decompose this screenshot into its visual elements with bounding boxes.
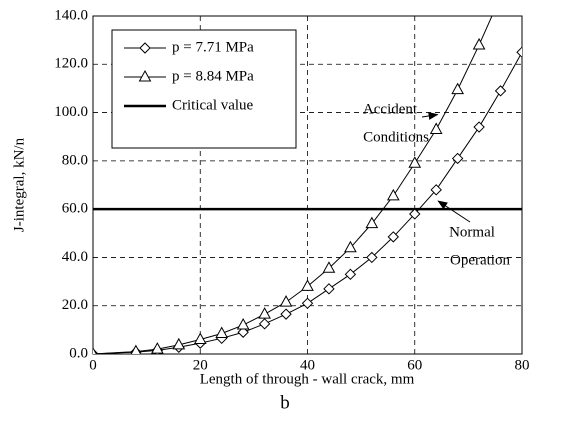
- x-axis-title: Length of through - wall crack, mm: [200, 371, 415, 387]
- plot-frame: [92, 15, 523, 355]
- legend-marker: [139, 42, 151, 54]
- point-marker: [322, 261, 336, 273]
- annotation: Normal: [449, 224, 495, 240]
- point-marker: [430, 184, 442, 196]
- point-marker: [386, 188, 400, 201]
- point-marker: [451, 152, 464, 165]
- point-marker: [366, 251, 378, 264]
- legend-label: p = 7.71 MPa: [172, 39, 254, 55]
- point-marker: [215, 326, 229, 338]
- point-marker: [301, 297, 314, 310]
- x-tick-label: 80: [515, 357, 530, 373]
- point-marker: [258, 318, 271, 330]
- annotation: Operation: [450, 252, 510, 268]
- point-marker: [172, 337, 186, 350]
- point-marker: [408, 156, 422, 168]
- point-marker: [93, 346, 97, 354]
- annotation-arrow: [421, 112, 439, 120]
- point-marker: [301, 279, 314, 291]
- y-tick-label: 80.0: [62, 152, 88, 168]
- point-marker: [365, 216, 379, 229]
- point-marker: [429, 122, 443, 134]
- point-marker: [494, 85, 507, 97]
- point-marker: [151, 342, 164, 354]
- point-marker: [237, 326, 249, 338]
- point-marker: [236, 317, 250, 330]
- point-marker: [279, 295, 293, 307]
- point-marker: [344, 240, 357, 253]
- annotation: Accident: [363, 101, 418, 117]
- point-marker: [516, 46, 522, 58]
- y-tick-label: 100.0: [54, 104, 88, 120]
- point-marker: [323, 283, 335, 295]
- point-marker: [193, 332, 207, 345]
- annotation-arrow: [437, 200, 471, 223]
- legend-label: Critical value: [172, 97, 254, 113]
- y-tick-label: 60.0: [62, 201, 88, 217]
- caption: b: [280, 392, 290, 413]
- y-tick-label: 0.0: [69, 345, 88, 361]
- x-tick-label: 60: [407, 357, 422, 373]
- point-marker: [387, 231, 400, 243]
- point-marker: [280, 308, 292, 320]
- y-tick-label: 120.0: [54, 56, 88, 72]
- point-marker: [472, 37, 486, 50]
- legend-marker: [138, 69, 152, 82]
- annotation: Conditions: [363, 129, 429, 145]
- x-tick-label: 40: [300, 357, 315, 373]
- point-marker: [258, 307, 271, 319]
- y-tick-label: 20.0: [62, 297, 88, 313]
- point-marker: [473, 121, 485, 133]
- y-axis-title: J-integral, kN/n: [11, 137, 27, 232]
- plot-area: [93, 0, 522, 354]
- point-marker: [344, 268, 357, 281]
- point-marker: [409, 208, 421, 220]
- point-marker: [130, 344, 142, 354]
- point-marker: [451, 82, 464, 95]
- y-tick-label: 140.0: [54, 7, 88, 23]
- legend-label: p = 8.84 MPa: [172, 68, 254, 84]
- x-tick-label: 0: [89, 357, 97, 373]
- y-tick-label: 40.0: [62, 249, 88, 265]
- point-marker: [495, 0, 506, 1]
- x-tick-label: 20: [193, 357, 208, 373]
